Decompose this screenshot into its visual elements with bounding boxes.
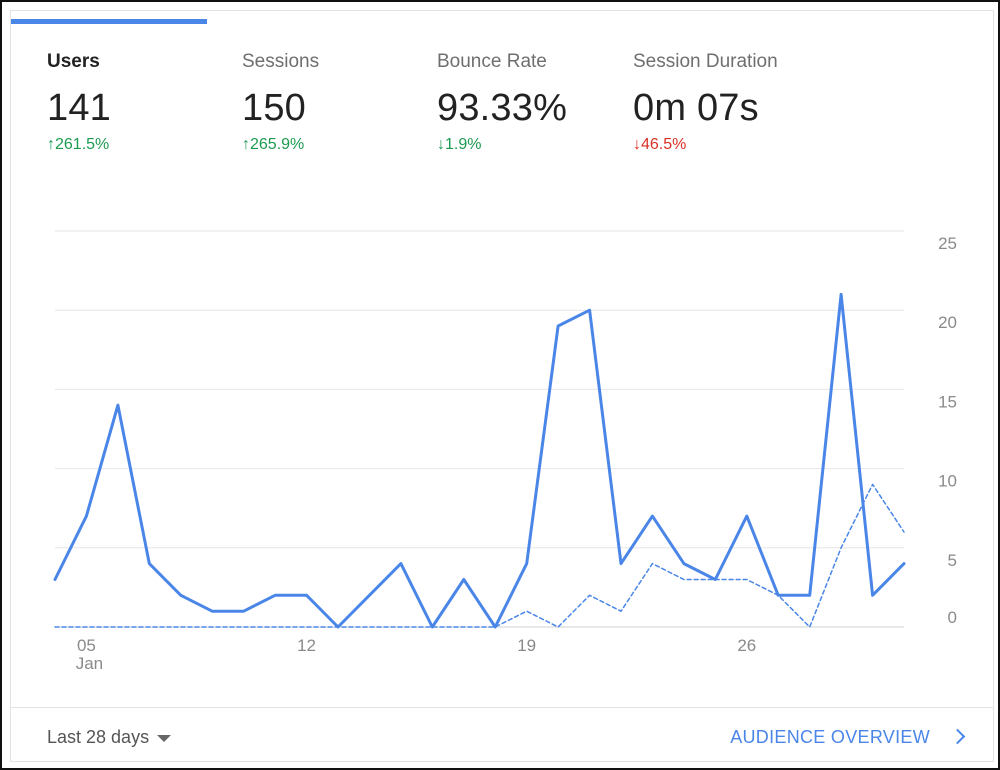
metric-users[interactable]: Users 141 ↑261.5% bbox=[47, 51, 237, 154]
metric-label: Users bbox=[47, 51, 100, 72]
caret-down-icon bbox=[157, 734, 172, 742]
x-tick-label: 19 bbox=[517, 636, 536, 655]
y-tick-label: 25 bbox=[938, 234, 957, 253]
audience-overview-label: AUDIENCE OVERVIEW bbox=[730, 727, 930, 747]
metric-label: Session Duration bbox=[633, 51, 778, 72]
y-tick-label: 0 bbox=[948, 608, 957, 627]
y-tick-label: 5 bbox=[948, 551, 957, 570]
metric-value: 141 bbox=[47, 87, 112, 129]
metric-label: Sessions bbox=[242, 51, 320, 72]
x-tick-label: 05 bbox=[77, 636, 96, 655]
audience-overview-link[interactable]: AUDIENCE OVERVIEW bbox=[730, 727, 966, 748]
metric-change: ↑265.9% bbox=[242, 136, 305, 153]
metric-sessions[interactable]: Sessions 150 ↑265.9% bbox=[242, 51, 432, 154]
active-tab-indicator bbox=[11, 19, 207, 24]
audience-card: Users 141 ↑261.5% Sessions 150 ↑265.9% B… bbox=[10, 10, 994, 762]
y-tick-label: 15 bbox=[938, 392, 957, 411]
metric-session-duration[interactable]: Session Duration 0m 07s ↓46.5% bbox=[633, 51, 853, 154]
metric-bounce-rate[interactable]: Bounce Rate 93.33% ↓1.9% bbox=[437, 51, 627, 154]
y-tick-label: 20 bbox=[938, 313, 957, 332]
series-line-current-period bbox=[53, 292, 906, 629]
metric-change: ↓1.9% bbox=[437, 136, 482, 153]
date-range-label: Last 28 days bbox=[47, 727, 150, 747]
x-tick-label: 12 bbox=[297, 636, 316, 655]
chevron-right-icon bbox=[949, 728, 966, 745]
metric-change: ↑261.5% bbox=[47, 136, 110, 153]
metric-value: 93.33% bbox=[437, 87, 568, 129]
date-range-dropdown[interactable]: Last 28 days bbox=[47, 727, 172, 748]
x-tick-label: 26 bbox=[737, 636, 756, 655]
metric-value: 0m 07s bbox=[633, 87, 759, 129]
series-line-previous-period bbox=[54, 483, 905, 628]
metric-label: Bounce Rate bbox=[437, 51, 547, 72]
metric-value: 150 bbox=[242, 87, 307, 129]
x-tick-sublabel: Jan bbox=[76, 654, 103, 673]
footer-divider bbox=[11, 707, 993, 708]
y-tick-label: 10 bbox=[938, 472, 957, 491]
metric-change: ↓46.5% bbox=[633, 136, 687, 153]
